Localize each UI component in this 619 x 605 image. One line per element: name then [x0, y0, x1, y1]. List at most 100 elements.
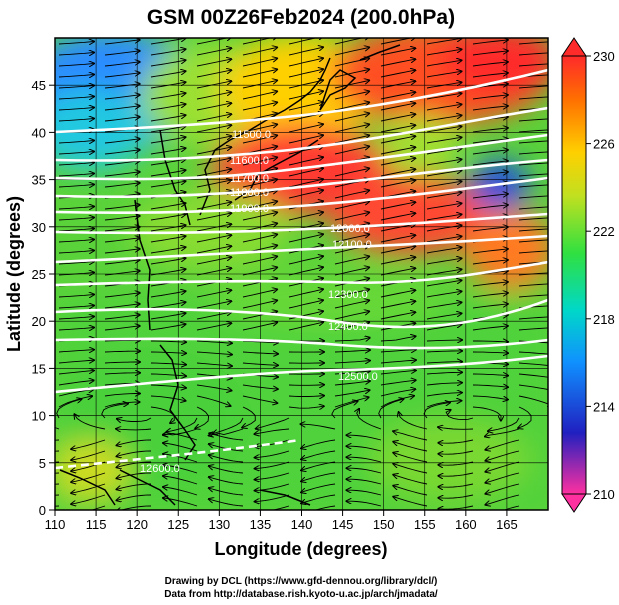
- streamline: [242, 212, 277, 221]
- streamline: [518, 362, 548, 366]
- streamline: [426, 104, 462, 111]
- streamline: [472, 95, 508, 100]
- streamline: [472, 227, 508, 232]
- streamline: [150, 137, 186, 144]
- streamline: [334, 58, 369, 67]
- streamline: [242, 363, 278, 365]
- streamline: [163, 465, 198, 474]
- streamline: [472, 293, 508, 298]
- streamline: [255, 461, 290, 469]
- streamline: [334, 289, 369, 298]
- streamline: [104, 293, 140, 298]
- streamline: [150, 60, 186, 67]
- streamline: [116, 429, 152, 430]
- streamline: [196, 362, 232, 366]
- streamline: [472, 128, 508, 133]
- streamline: [104, 271, 140, 276]
- streamline: [196, 59, 231, 67]
- contour-label: 12600.0: [140, 463, 180, 475]
- x-tick-label: 130: [208, 517, 230, 532]
- streamline: [472, 395, 508, 400]
- streamline: [334, 135, 369, 144]
- colorbar: 230 226 222 218 214 210: [561, 37, 615, 513]
- streamline: [518, 316, 548, 320]
- streamline: [242, 201, 277, 210]
- streamline: [104, 238, 140, 243]
- streamline: [518, 96, 548, 100]
- streamline: [423, 403, 450, 419]
- streamline: [438, 472, 474, 476]
- streamline: [472, 385, 508, 387]
- streamline: [288, 58, 323, 67]
- streamline: [150, 352, 186, 353]
- streamline: [301, 439, 336, 448]
- streamline: [380, 389, 415, 397]
- streamline: [347, 479, 382, 485]
- streamline: [58, 163, 94, 166]
- streamline: [334, 124, 369, 133]
- streamline: [150, 214, 186, 221]
- streamline: [426, 269, 462, 276]
- streamline: [518, 162, 548, 166]
- streamline: [485, 450, 520, 461]
- streamline: [150, 302, 186, 309]
- streamline: [58, 328, 94, 331]
- streamline: [104, 326, 140, 331]
- streamline: [518, 283, 548, 287]
- y-tick-label: 30: [32, 220, 46, 235]
- streamline: [288, 69, 323, 78]
- streamline: [426, 351, 462, 352]
- streamline: [334, 146, 369, 155]
- streamline: [117, 439, 152, 445]
- streamline: [393, 431, 428, 441]
- streamline: [55, 450, 60, 452]
- contour-label: 11800.0: [230, 187, 269, 199]
- streamline: [473, 341, 508, 342]
- streamline: [380, 81, 415, 89]
- y-tick-label: 35: [32, 173, 46, 188]
- streamline: [472, 161, 508, 166]
- contour-label: 11700.0: [230, 173, 269, 185]
- streamline: [104, 183, 140, 188]
- contour-label: 12400.0: [328, 321, 368, 333]
- streamline: [196, 290, 231, 298]
- streamline: [301, 483, 336, 492]
- streamline: [380, 147, 415, 155]
- streamline: [58, 317, 94, 320]
- streamline: [58, 119, 94, 122]
- streamline: [58, 75, 94, 78]
- y-tick-label: 25: [32, 267, 46, 282]
- streamline: [334, 80, 369, 89]
- y-tick-label: 15: [32, 361, 46, 376]
- streamline: [58, 262, 94, 265]
- streamline: [104, 95, 140, 100]
- streamline: [117, 461, 152, 467]
- streamline: [334, 381, 370, 386]
- streamline: [334, 267, 369, 276]
- streamline: [334, 212, 369, 221]
- streamline: [209, 434, 244, 441]
- streamline: [196, 81, 231, 89]
- streamline: [488, 417, 520, 431]
- streamline: [163, 443, 198, 452]
- streamline: [347, 490, 382, 496]
- streamline: [117, 418, 152, 422]
- streamline: [288, 406, 324, 408]
- streamline: [301, 450, 336, 459]
- streamline: [334, 397, 369, 408]
- streamline: [426, 383, 462, 385]
- streamline: [472, 150, 508, 155]
- streamline: [150, 181, 186, 188]
- streamline: [518, 140, 548, 144]
- streamline: [58, 295, 94, 298]
- streamline: [380, 169, 415, 177]
- streamline: [485, 428, 520, 437]
- x-tick-label: 150: [373, 517, 395, 532]
- streamline: [426, 324, 462, 331]
- streamline: [58, 251, 94, 254]
- streamline: [300, 424, 336, 430]
- streamline: [518, 217, 548, 221]
- streamline: [104, 172, 140, 177]
- streamline: [399, 412, 428, 430]
- streamline: [380, 257, 415, 265]
